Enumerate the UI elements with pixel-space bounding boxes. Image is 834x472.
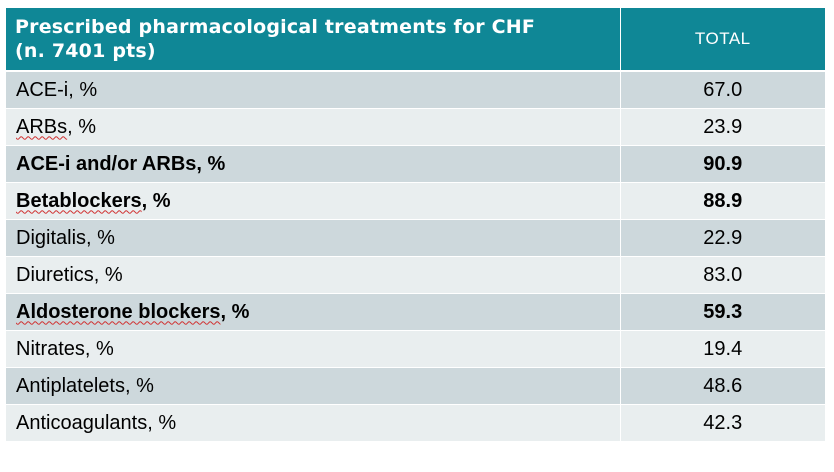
header-title-line2: (n. 7401 pts) <box>15 40 156 62</box>
row-label: ACE-i and/or ARBs, % <box>6 145 621 183</box>
row-label-suffix: , % <box>67 115 97 138</box>
table-row: Nitrates, % 19.4 <box>6 330 825 368</box>
row-label-word: Aldosterone blockers <box>16 300 221 323</box>
row-label: Nitrates, % <box>6 330 621 368</box>
row-value: 88.9 <box>620 182 825 220</box>
table-row: Aldosterone blockers, % 59.3 <box>6 293 825 331</box>
table-header: Prescribed pharmacological treatments fo… <box>6 8 825 72</box>
row-label: Diuretics, % <box>6 256 621 294</box>
table-row: ACE-i and/or ARBs, % 90.9 <box>6 145 825 183</box>
row-value: 19.4 <box>620 330 825 368</box>
header-row: Prescribed pharmacological treatments fo… <box>6 8 825 72</box>
row-label-suffix: , % <box>141 189 171 212</box>
row-value: 90.9 <box>620 145 825 183</box>
row-value: 23.9 <box>620 108 825 146</box>
row-label: Digitalis, % <box>6 219 621 257</box>
header-title-line1: Prescribed pharmacological treatments fo… <box>15 16 536 38</box>
row-value: 59.3 <box>620 293 825 331</box>
table-row: Antiplatelets, % 48.6 <box>6 367 825 405</box>
table-row: Diuretics, % 83.0 <box>6 256 825 294</box>
table-row: ARBs, % 23.9 <box>6 108 825 146</box>
row-value: 22.9 <box>620 219 825 257</box>
row-value: 67.0 <box>620 71 825 109</box>
table-row: Anticoagulants, % 42.3 <box>6 404 825 442</box>
treatments-table: Prescribed pharmacological treatments fo… <box>6 8 825 442</box>
row-value: 48.6 <box>620 367 825 405</box>
row-label: Betablockers, % <box>6 182 621 220</box>
row-label-word: Betablockers <box>16 189 142 212</box>
table-row: Betablockers, % 88.9 <box>6 182 825 220</box>
row-label: ARBs, % <box>6 108 621 146</box>
row-label: Anticoagulants, % <box>6 404 621 442</box>
row-label: Aldosterone blockers, % <box>6 293 621 331</box>
table-body: ACE-i, % 67.0 ARBs, % 23.9 ACE-i and/or … <box>6 71 825 442</box>
row-label-suffix: , % <box>220 300 250 323</box>
treatments-table-container: Prescribed pharmacological treatments fo… <box>6 8 825 442</box>
row-value: 42.3 <box>620 404 825 442</box>
table-row: ACE-i, % 67.0 <box>6 71 825 109</box>
header-total-cell: TOTAL <box>620 8 825 72</box>
row-label-word: ARBs <box>16 115 68 138</box>
row-label: ACE-i, % <box>6 71 621 109</box>
row-label: Antiplatelets, % <box>6 367 621 405</box>
header-title-cell: Prescribed pharmacological treatments fo… <box>6 8 621 72</box>
row-value: 83.0 <box>620 256 825 294</box>
table-row: Digitalis, % 22.9 <box>6 219 825 257</box>
